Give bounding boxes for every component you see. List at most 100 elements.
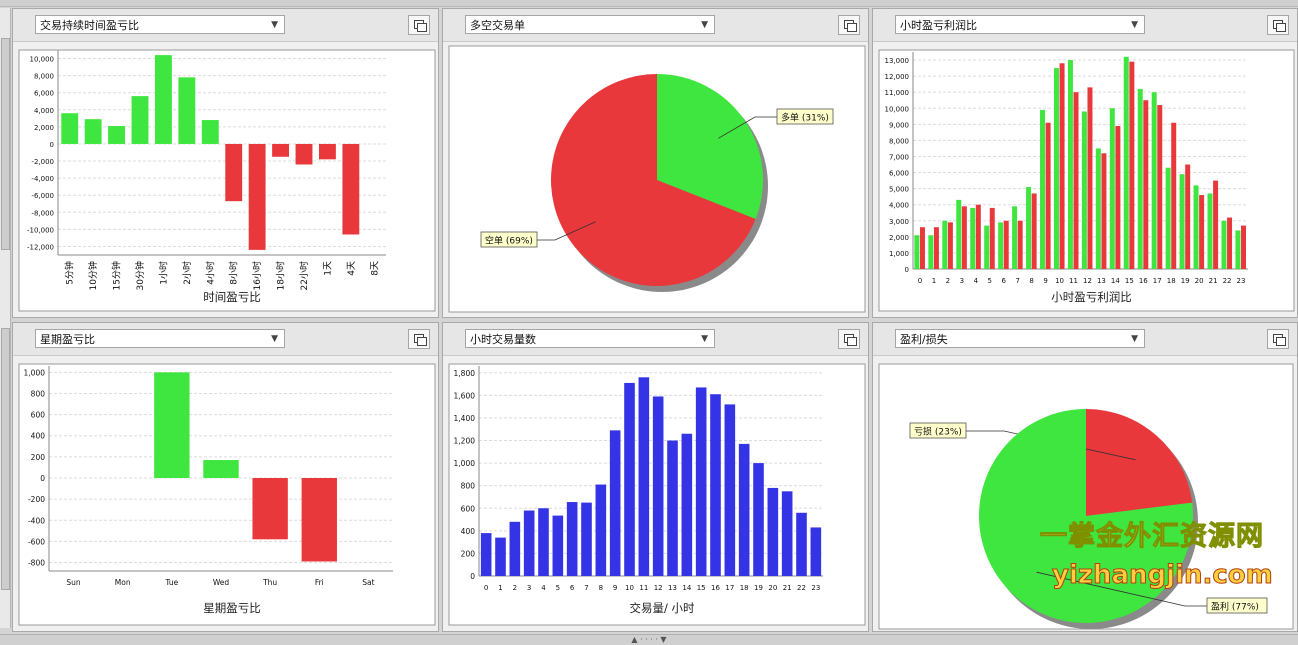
bar	[154, 372, 190, 479]
x-tick-label: 22	[797, 584, 806, 592]
chevron-down-icon: ▼	[1131, 20, 1138, 30]
bar	[724, 404, 736, 576]
x-tick-label: Mon	[115, 578, 131, 587]
pie-label: 亏损 (23%)	[914, 426, 962, 438]
panel-hourly-volume: 小时交易量数 ▼ 1,800 1,600 1,400 1,200 1,000 800 600 4…	[442, 322, 869, 632]
bar	[652, 396, 664, 576]
bar	[638, 377, 650, 576]
chart-type-select[interactable]: 小时交易量数 ▼	[465, 329, 715, 348]
x-tick-label: 3	[960, 277, 964, 285]
y-tick-label: -800	[28, 559, 45, 568]
y-tick-label: 6,000	[889, 170, 909, 178]
bar	[342, 143, 360, 235]
left-scroll-strip[interactable]	[0, 8, 11, 628]
pie-label-leader	[718, 116, 777, 139]
x-tick-label: 8	[599, 584, 603, 592]
bar	[1165, 167, 1171, 269]
y-tick-label: 10,000	[885, 105, 910, 113]
bar	[1235, 230, 1241, 269]
maximize-button[interactable]	[408, 15, 430, 35]
y-tick-label: 4,000	[889, 202, 909, 210]
bar	[1213, 180, 1219, 269]
x-tick-label: 18	[740, 584, 749, 592]
chart-type-select-value: 星期盈亏比	[40, 333, 95, 346]
bar	[248, 143, 266, 250]
top-bar	[0, 0, 1298, 7]
duration-profit-chart: 10,000 8,000 6,000 4,000 2,000 0 -2,000 -4,000 -…	[18, 49, 436, 312]
bar	[1045, 122, 1051, 270]
pie-label-box	[909, 422, 967, 439]
bar	[956, 199, 962, 269]
y-tick-label: 1,000	[889, 250, 909, 258]
maximize-button[interactable]	[838, 329, 860, 349]
chart-type-select[interactable]: 盈利/损失 ▼	[895, 329, 1145, 348]
x-tick-label: 7	[1015, 277, 1019, 285]
win-loss-pie-chart: 亏损 (23%) 盈利 (77%)	[878, 363, 1294, 630]
chevron-down-icon: ▼	[701, 20, 708, 30]
panel-header: 盈利/损失 ▼	[873, 323, 1297, 356]
bar	[1207, 193, 1213, 269]
x-tick-label: 22	[1223, 277, 1232, 285]
bar	[919, 227, 925, 269]
chart-type-select[interactable]: 多空交易单 ▼	[465, 15, 715, 34]
left-scrollbar-thumb-lower[interactable]	[1, 328, 10, 590]
bar	[480, 533, 492, 576]
x-tick-label: 9	[1043, 277, 1047, 285]
x-tick-label: 10分钟	[87, 261, 99, 290]
bar	[1026, 187, 1032, 269]
x-tick-label: 15分钟	[111, 261, 123, 290]
y-tick-label: -8,000	[31, 209, 54, 217]
x-tick-label: 4	[541, 584, 546, 592]
bar	[1073, 92, 1079, 269]
chart-type-select[interactable]: 星期盈亏比 ▼	[35, 329, 285, 348]
x-tick-label: 7	[584, 584, 588, 592]
maximize-button[interactable]	[408, 329, 430, 349]
bar	[1123, 56, 1129, 269]
y-tick-label: 2,000	[34, 124, 54, 132]
bar	[301, 478, 337, 562]
bar	[1101, 153, 1107, 269]
pie-label-box	[480, 231, 538, 248]
x-tick-label: 21	[783, 584, 792, 592]
y-tick-label: 0	[470, 572, 475, 581]
x-tick-label: 14	[1111, 277, 1120, 285]
bar	[970, 207, 976, 269]
x-tick-label: Wed	[213, 578, 230, 587]
y-tick-label: 0	[40, 474, 45, 483]
maximize-button[interactable]	[1267, 329, 1289, 349]
x-tick-label: 16	[1139, 277, 1148, 285]
y-tick-label: -200	[28, 495, 45, 504]
y-tick-label: 600	[461, 504, 476, 513]
pie-slice	[551, 74, 756, 286]
pie-slice	[657, 74, 763, 220]
y-tick-label: -400	[28, 516, 45, 525]
bar	[947, 222, 953, 269]
chevron-down-icon: ▼	[1131, 334, 1138, 344]
chart-type-select[interactable]: 交易持续时间盈亏比 ▼	[35, 15, 285, 34]
bar	[1003, 220, 1009, 269]
bar	[989, 207, 995, 269]
left-scrollbar-thumb[interactable]	[1, 38, 10, 250]
maximize-button[interactable]	[838, 15, 860, 35]
panel-header: 交易持续时间盈亏比 ▼	[13, 9, 438, 42]
bar	[984, 225, 990, 269]
y-tick-label: 800	[461, 482, 476, 491]
x-tick-label: 20	[1195, 277, 1204, 285]
watermark-url: yizhangjin.com	[1052, 560, 1274, 591]
y-tick-label: 400	[461, 527, 476, 536]
chart-type-select[interactable]: 小时盈亏利润比 ▼	[895, 15, 1145, 34]
x-tick-label: Tue	[164, 578, 178, 587]
bar	[295, 143, 313, 165]
x-tick-label: 4	[974, 277, 979, 285]
maximize-button[interactable]	[1267, 15, 1289, 35]
y-tick-label: 800	[31, 389, 46, 398]
x-axis-title: 星期盈亏比	[203, 601, 261, 615]
x-tick-label: 19	[754, 584, 763, 592]
bar	[272, 143, 290, 157]
bar	[1040, 109, 1046, 269]
bar	[318, 143, 336, 160]
bar	[1185, 164, 1191, 269]
bar	[1221, 220, 1227, 269]
bottom-splitter[interactable]: ▲ · · · · ▼	[0, 634, 1298, 645]
x-tick-label: 15	[697, 584, 706, 592]
